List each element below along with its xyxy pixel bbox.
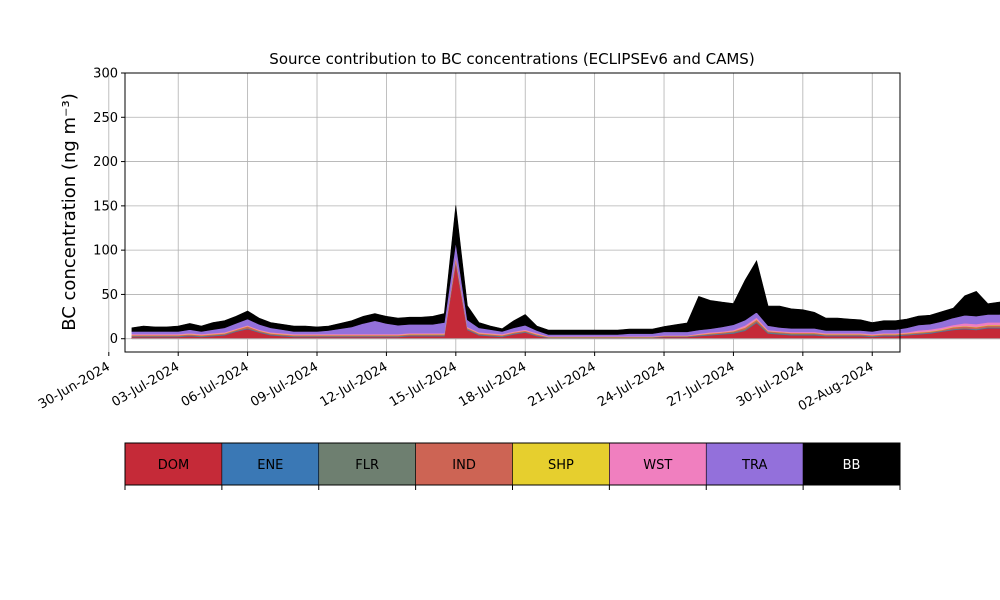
legend-swatch-shp bbox=[512, 442, 610, 486]
x-tick-label: 12-Jul-2024 bbox=[318, 359, 391, 410]
y-tick-label: 150 bbox=[93, 199, 118, 214]
y-tick-label: 100 bbox=[93, 244, 118, 259]
legend-label: IND bbox=[452, 458, 476, 473]
legend-label: DOM bbox=[158, 458, 189, 473]
x-tick-label: 27-Jul-2024 bbox=[665, 359, 738, 410]
x-tick-label: 09-Jul-2024 bbox=[248, 359, 321, 410]
x-axis: 30-Jun-202403-Jul-202406-Jul-202409-Jul-… bbox=[36, 352, 876, 415]
legend-swatch-ind bbox=[415, 442, 513, 486]
chart-title: Source contribution to BC concentrations… bbox=[269, 50, 754, 68]
y-tick-label: 300 bbox=[93, 67, 118, 82]
legend-label: FLR bbox=[355, 458, 379, 473]
legend-label: TRA bbox=[741, 458, 767, 473]
legend-label: ENE bbox=[257, 458, 283, 473]
y-axis-label: BC concentration (ng m⁻³) bbox=[59, 93, 80, 331]
y-tick-label: 200 bbox=[93, 155, 118, 170]
x-tick-label: 06-Jul-2024 bbox=[179, 359, 252, 410]
stacked-areas bbox=[131, 205, 1000, 340]
x-tick-label: 24-Jul-2024 bbox=[595, 359, 668, 410]
x-tick-label: 30-Jun-2024 bbox=[36, 359, 113, 412]
legend-swatch-flr bbox=[318, 442, 416, 486]
y-tick-label: 0 bbox=[110, 332, 118, 347]
x-tick-label: 02-Aug-2024 bbox=[796, 359, 876, 414]
legend-swatch-bb bbox=[802, 442, 901, 486]
legend-label: BB bbox=[843, 458, 861, 473]
x-tick-label: 21-Jul-2024 bbox=[526, 359, 599, 410]
y-tick-label: 50 bbox=[101, 288, 118, 303]
legend-swatch-tra bbox=[705, 442, 804, 486]
y-tick-label: 250 bbox=[93, 111, 118, 126]
plot-frame bbox=[124, 72, 901, 353]
legend-swatch-dom bbox=[124, 442, 223, 486]
x-tick-label: 15-Jul-2024 bbox=[387, 359, 460, 410]
area-bb bbox=[131, 205, 1000, 335]
legend-label: SHP bbox=[548, 458, 574, 473]
x-tick-label: 18-Jul-2024 bbox=[456, 359, 529, 410]
x-tick-label: 03-Jul-2024 bbox=[109, 359, 182, 410]
legend-label: WST bbox=[643, 458, 672, 473]
y-axis: 0 50 100 150 200 250 300 bbox=[93, 67, 125, 347]
legend-swatch-ene bbox=[221, 442, 320, 486]
legend-colorbar: DOM ENE FLR IND SHP WST TRA BB bbox=[124, 442, 901, 490]
